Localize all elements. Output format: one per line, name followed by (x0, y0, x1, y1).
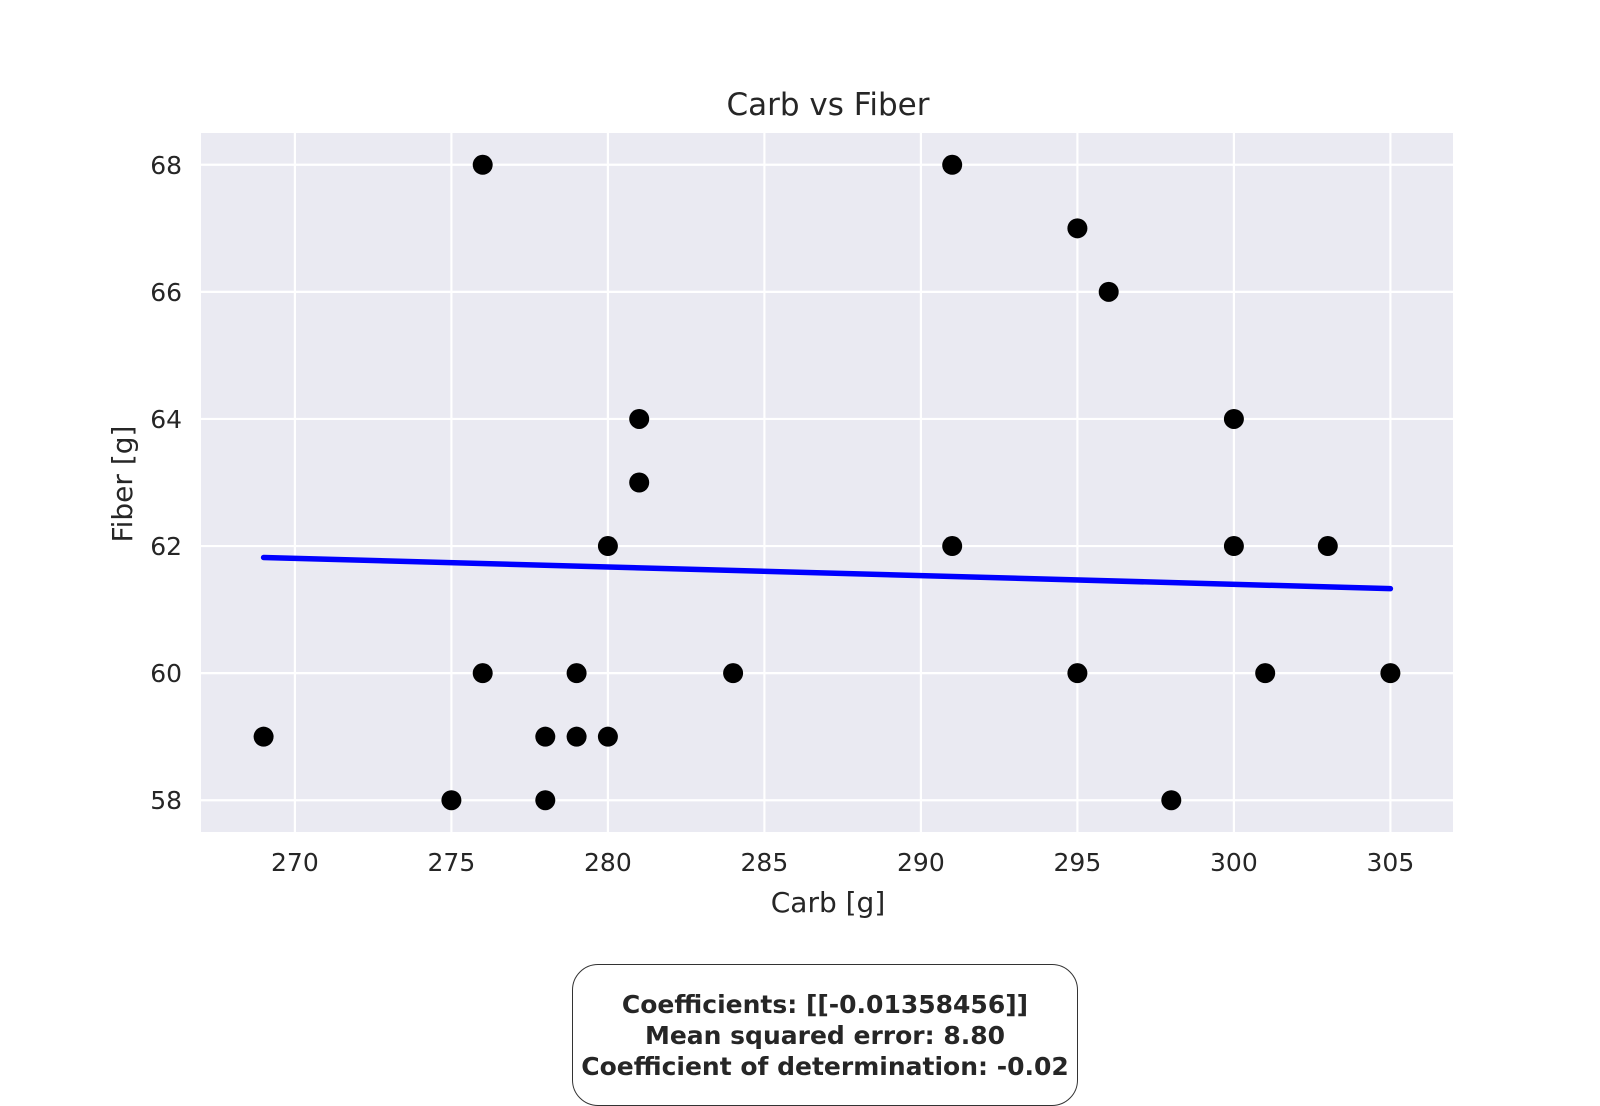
regression-line (260, 554, 1394, 592)
y-tick-label: 60 (150, 659, 182, 688)
x-tick-label: 285 (741, 848, 789, 877)
y-tick-label: 68 (150, 151, 182, 180)
y-tick-label: 62 (150, 532, 182, 561)
data-point (597, 726, 618, 747)
data-point (1161, 790, 1182, 811)
x-axis-label: Carb [g] (771, 886, 886, 919)
y-axis-label: Fiber [g] (106, 426, 139, 543)
x-tick-label: 300 (1210, 848, 1258, 877)
x-tick-label: 275 (428, 848, 476, 877)
x-tick-label: 290 (897, 848, 945, 877)
data-point (1255, 663, 1276, 684)
data-point (1098, 281, 1119, 302)
r2-text: Coefficient of determination: -0.02 (581, 1051, 1069, 1081)
data-point (629, 472, 650, 493)
y-tick-label: 66 (150, 278, 182, 307)
data-point (253, 726, 274, 747)
data-points (253, 154, 1401, 811)
data-point (1067, 218, 1088, 239)
y-tick-labels: 58 60 62 64 66 68 (150, 151, 182, 815)
x-tick-label: 295 (1054, 848, 1102, 877)
data-point (535, 790, 556, 811)
coefficients-text: Coefficients: [[-0.01358456]] (621, 989, 1029, 1019)
data-point (629, 408, 650, 429)
data-point (942, 154, 963, 175)
data-point (1223, 536, 1244, 557)
data-point (1380, 663, 1401, 684)
data-point (472, 154, 493, 175)
plot-background (201, 133, 1453, 832)
data-point (597, 536, 618, 557)
data-point (472, 663, 493, 684)
x-tick-label: 270 (271, 848, 319, 877)
data-point (566, 726, 587, 747)
x-tick-label: 280 (584, 848, 632, 877)
data-point (942, 536, 963, 557)
data-point (1067, 663, 1088, 684)
chart-title: Carb vs Fiber (727, 87, 930, 123)
x-tick-label: 305 (1367, 848, 1415, 877)
data-point (441, 790, 462, 811)
y-tick-label: 58 (150, 786, 182, 815)
data-point (535, 726, 556, 747)
regression-stats-box: Coefficients: [[-0.01358456]] Mean squar… (572, 964, 1078, 1106)
data-point (566, 663, 587, 684)
x-tick-labels: 270 275 280 285 290 295 300 305 (271, 848, 1414, 877)
mse-text: Mean squared error: 8.80 (644, 1020, 1006, 1050)
data-point (723, 663, 744, 684)
data-point (1223, 408, 1244, 429)
y-tick-label: 64 (150, 405, 182, 434)
grid-lines (201, 133, 1453, 832)
data-point (1317, 536, 1338, 557)
